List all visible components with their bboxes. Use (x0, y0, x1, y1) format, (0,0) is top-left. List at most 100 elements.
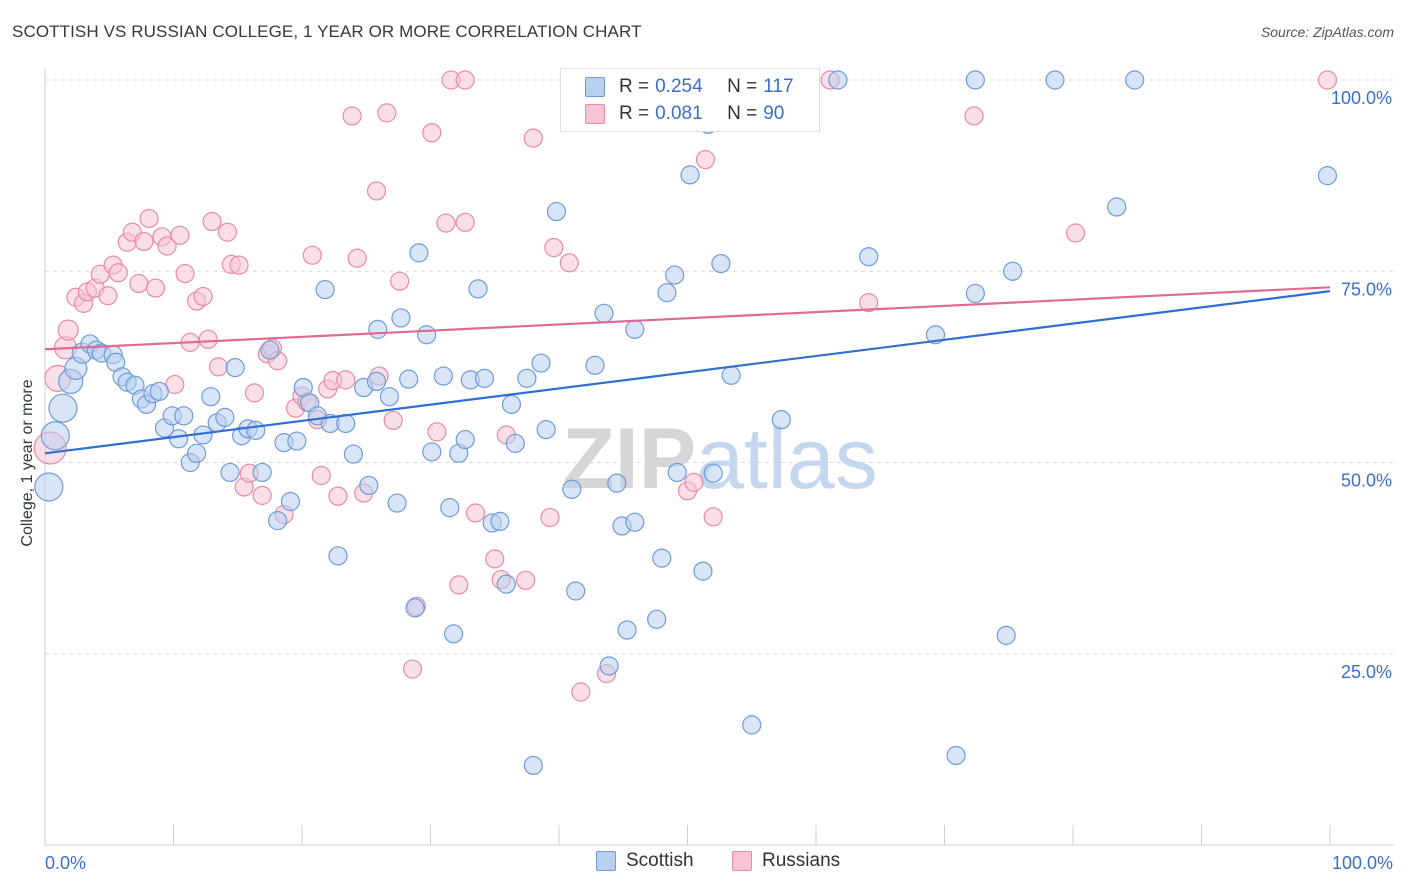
scottish-point (594, 303, 614, 323)
scottish-point (366, 371, 387, 392)
russians-point (402, 659, 423, 679)
scottish-point (444, 624, 464, 644)
scottish-point (399, 369, 419, 389)
russians-point (145, 278, 166, 298)
scottish-point (965, 70, 985, 90)
russians-point (422, 123, 442, 143)
tick-labels: 25.0% 50.0% 75.0% 100.0% 0.0% 100.0% (45, 88, 1393, 873)
legend-label-russians: Russians (762, 850, 841, 871)
legend-label-scottish: Scottish (626, 850, 694, 871)
scottish-point (409, 243, 429, 263)
russians-point (57, 319, 79, 341)
russians-point (523, 128, 543, 148)
russian-r-label: R = (619, 103, 650, 124)
scottish-point (220, 462, 240, 483)
scottish-point (201, 387, 221, 407)
scottish-point (665, 265, 685, 285)
russians-point (859, 293, 879, 313)
scottish-swatch (585, 77, 605, 97)
russians-point (98, 286, 118, 306)
russians-point (964, 106, 984, 126)
x-tick-label: 100.0% (1332, 853, 1393, 873)
y-tick-label: 100.0% (1331, 88, 1392, 108)
legend: Scottish Russians (0, 850, 1406, 878)
legend-item-russians[interactable]: Russians (732, 850, 840, 872)
scottish-point (859, 247, 879, 267)
legend-item-scottish[interactable]: Scottish (596, 850, 694, 872)
scottish-point (536, 420, 556, 440)
scottish-point (546, 201, 567, 222)
russians-point (684, 472, 704, 492)
scottish-trend-line (44, 290, 1331, 455)
scottish-point (505, 433, 525, 453)
russians-point (390, 271, 410, 291)
scottish-point (667, 462, 687, 483)
russians-point (336, 370, 356, 390)
russians-point (485, 549, 505, 569)
scottish-point (359, 475, 379, 496)
scottish-point (34, 472, 64, 502)
y-tick-label: 50.0% (1341, 471, 1392, 491)
scottish-point (721, 365, 741, 385)
scottish-point (693, 561, 713, 581)
scottish-point (1107, 197, 1127, 217)
scottish-point (1317, 166, 1338, 186)
scottish-point (225, 358, 245, 378)
russians-point (252, 485, 272, 505)
russians-point (544, 237, 564, 258)
scottish-point (517, 368, 537, 388)
scottish-point (440, 498, 460, 518)
scottish-point (523, 755, 543, 776)
scottish-point (680, 165, 700, 185)
russians-point (347, 248, 367, 268)
scottish-point (585, 355, 605, 375)
russians-point (449, 575, 469, 595)
scottish-point (925, 325, 946, 345)
scottish-point (215, 407, 235, 427)
scottish-point (1045, 70, 1065, 90)
scottish-point (379, 387, 399, 407)
scottish-point (474, 368, 495, 388)
russian-swatch (585, 104, 605, 124)
russians-point (342, 106, 362, 126)
scottish-point (657, 283, 677, 303)
chart-title: SCOTTISH VS RUSSIAN COLLEGE, 1 YEAR OR M… (12, 22, 642, 41)
scottish-r-label: R = (619, 76, 650, 97)
russian-n-value: 90 (763, 103, 785, 124)
russians-point (302, 245, 322, 265)
russians-point (217, 222, 238, 242)
scottish-point (703, 463, 723, 483)
scottish-point (391, 308, 411, 328)
scottish-point (405, 598, 425, 618)
scottish-point (1003, 261, 1023, 281)
russians-point (170, 225, 190, 245)
russians-point (139, 208, 159, 229)
scottish-point (417, 325, 437, 345)
scottish-point (149, 381, 169, 401)
scottish-point (828, 70, 848, 90)
scottish-point (1125, 70, 1145, 90)
scottish-point (252, 462, 272, 483)
scottish-point (40, 421, 70, 451)
scottish-point (617, 620, 637, 640)
russian-r-value: 0.081 (655, 103, 703, 124)
russians-point (455, 70, 475, 90)
russians-point (383, 410, 403, 431)
scottish-point (468, 279, 488, 299)
scottish-n-label: N = (727, 76, 758, 97)
russians-point (540, 507, 560, 528)
scottish-point (455, 429, 475, 450)
y-tick-label: 25.0% (1341, 662, 1392, 682)
scottish-point (711, 254, 731, 274)
scottish-point (343, 444, 363, 464)
scottish-point (287, 431, 307, 451)
scottish-point (174, 406, 194, 426)
russians-point (377, 103, 397, 123)
russians-point (366, 181, 387, 201)
russians-point (229, 255, 249, 275)
russians-point (436, 213, 456, 233)
russians-point (244, 383, 265, 403)
scottish-point (652, 548, 672, 568)
scottish-point (771, 410, 791, 430)
